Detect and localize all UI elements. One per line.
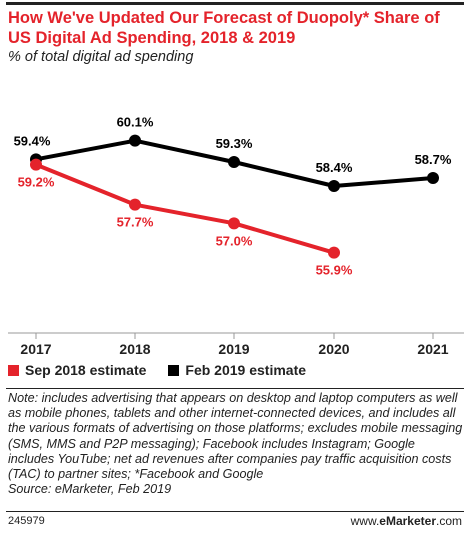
point-feb-2019-2020 xyxy=(328,180,340,192)
brand-suffix: .com xyxy=(435,514,462,528)
brand-link[interactable]: www.eMarketer.com xyxy=(351,514,462,528)
source-text: Source: eMarketer, Feb 2019 xyxy=(8,482,172,497)
x-tick-label-2020: 2020 xyxy=(318,341,349,357)
point-sep-2018-2020 xyxy=(328,246,340,259)
data-label-feb-2019-2021: 58.7% xyxy=(415,152,452,167)
line-chart: 2017 2018 2019 2020 2021 59.4% 60.1% 59.3% 58.4%… xyxy=(8,115,464,357)
point-sep-2018-2018 xyxy=(129,198,141,211)
point-feb-2019-2021 xyxy=(427,172,439,184)
data-label-sep-2018-2020: 55.9% xyxy=(316,263,353,278)
data-label-feb-2019-2020: 58.4% xyxy=(316,160,353,175)
legend-label-sep-2018: Sep 2018 estimate xyxy=(25,362,147,378)
note-block: Note: includes advertising that appears … xyxy=(8,391,463,497)
brand-name: eMarketer xyxy=(379,514,436,528)
point-sep-2018-2019 xyxy=(228,217,240,230)
legend-item-sep-2018: Sep 2018 estimate xyxy=(8,362,146,378)
data-label-sep-2018-2017: 59.2% xyxy=(18,175,55,190)
chart-subtitle: % of total digital ad spending xyxy=(8,49,194,65)
legend-swatch-sep-2018 xyxy=(8,364,19,376)
data-label-sep-2018-2018: 57.7% xyxy=(117,215,154,230)
point-sep-2018-2017 xyxy=(30,158,42,171)
brand-prefix: www. xyxy=(350,514,380,528)
series-line-sep-2018 xyxy=(35,162,335,255)
top-rule xyxy=(6,2,464,5)
note-rule xyxy=(6,388,464,389)
data-label-feb-2019-2017: 59.4% xyxy=(14,133,51,148)
legend-label-feb-2019: Feb 2019 estimate xyxy=(185,362,307,378)
point-feb-2019-2018 xyxy=(129,134,141,147)
legend: Sep 2018 estimate Feb 2019 estimate xyxy=(8,362,306,378)
x-tick-label-2018: 2018 xyxy=(119,341,150,357)
legend-item-feb-2019: Feb 2019 estimate xyxy=(168,362,306,378)
x-tick-label-2021: 2021 xyxy=(417,341,448,357)
data-label-feb-2019-2019: 59.3% xyxy=(216,136,253,151)
bottom-rule xyxy=(6,511,464,512)
x-tick-label-2017: 2017 xyxy=(20,341,51,357)
note-text: Note: includes advertising that appears … xyxy=(8,391,463,482)
chart-title: How We've Updated Our Forecast of Duopol… xyxy=(8,9,440,47)
data-label-feb-2019-2018: 60.1% xyxy=(117,115,154,130)
point-feb-2019-2019 xyxy=(228,156,240,168)
data-label-sep-2018-2019: 57.0% xyxy=(216,233,253,248)
legend-swatch-feb-2019 xyxy=(168,364,180,376)
chart-id: 245979 xyxy=(8,515,45,527)
x-tick-label-2019: 2019 xyxy=(218,341,249,357)
